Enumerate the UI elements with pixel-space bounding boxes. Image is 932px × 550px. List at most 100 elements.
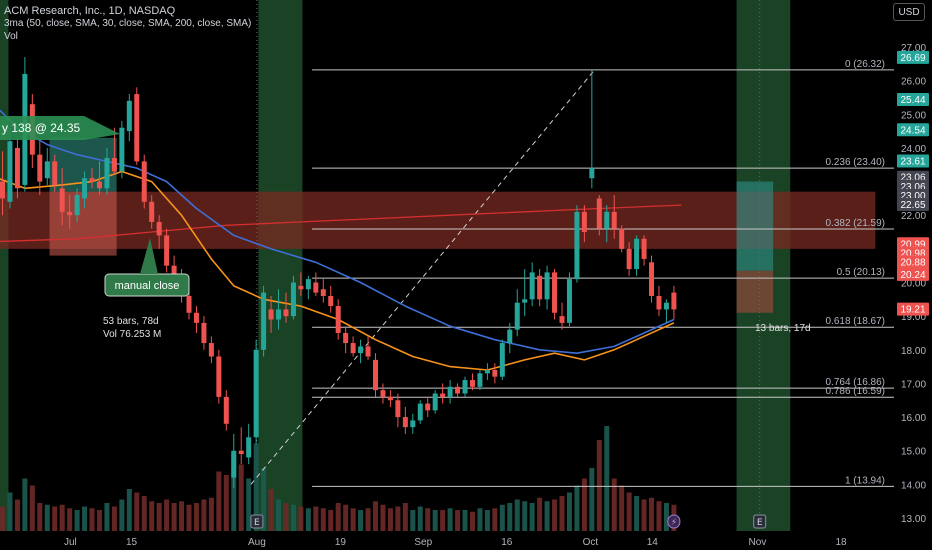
candle xyxy=(111,127,117,175)
candle xyxy=(514,289,520,337)
price-tick-label: 22.00 xyxy=(901,211,926,222)
price-label-text: 26.69 xyxy=(900,53,925,64)
chart-title: ACM Research, Inc., 1D, NASDAQ xyxy=(4,5,176,17)
volume-bar xyxy=(395,506,401,531)
volume-bar xyxy=(417,506,423,531)
time-tick-label: 15 xyxy=(126,537,138,548)
volume-bar xyxy=(156,503,162,531)
price-tick-label: 25.00 xyxy=(901,110,926,121)
candle xyxy=(82,171,88,209)
volume-bar xyxy=(7,492,13,531)
candle-body xyxy=(343,332,349,344)
volume-bar xyxy=(231,454,237,531)
candle-body xyxy=(373,359,378,391)
candle xyxy=(320,279,326,303)
fib-level-label: 0.382 (21.59) xyxy=(826,218,886,229)
price-label-box xyxy=(897,123,929,137)
candle xyxy=(156,215,162,249)
candle-body xyxy=(634,238,640,270)
candle-body xyxy=(111,158,117,172)
candle-body xyxy=(223,396,229,424)
candle xyxy=(96,161,102,196)
volume-bar xyxy=(52,506,58,531)
price-tick-label: 19.00 xyxy=(901,312,926,323)
volume-bar xyxy=(89,508,95,531)
volume-bar xyxy=(537,497,543,531)
candle-body xyxy=(529,272,535,300)
volume-bar xyxy=(477,508,483,531)
candle-body xyxy=(276,309,282,320)
candle-body xyxy=(619,228,625,249)
price-tick-label: 20.00 xyxy=(901,279,926,290)
candle xyxy=(290,275,296,320)
volume-bar xyxy=(141,496,147,531)
candle xyxy=(59,168,65,226)
candle xyxy=(395,393,401,428)
ma200-line xyxy=(0,204,682,243)
trade-label-pointer xyxy=(84,116,120,140)
volume-bar xyxy=(164,499,170,531)
indicator-legend-ma[interactable]: 3ma (50, close, SMA, 30, close, SMA, 200… xyxy=(4,18,252,29)
candle xyxy=(0,151,5,216)
indicator-legend-vol[interactable]: Vol xyxy=(4,31,18,42)
volume-bar xyxy=(499,504,505,531)
candle xyxy=(604,205,610,243)
candle xyxy=(440,383,446,404)
volume-bar xyxy=(96,510,102,531)
candle xyxy=(216,349,222,404)
candle-body xyxy=(149,201,155,222)
volume-bar xyxy=(402,503,408,531)
volume-bar xyxy=(22,478,28,531)
candle xyxy=(276,289,282,330)
time-tick-label: Oct xyxy=(583,537,599,548)
candle-body xyxy=(74,195,80,216)
candle xyxy=(141,154,147,209)
volume-bar xyxy=(626,492,632,531)
price-label-text: 19.21 xyxy=(900,305,925,316)
candle xyxy=(365,336,371,360)
volume-bar xyxy=(246,478,252,531)
candle xyxy=(552,269,558,320)
price-label-text: 23.06 xyxy=(900,173,925,184)
candle-body xyxy=(522,299,528,303)
candle-body xyxy=(492,369,498,377)
candle xyxy=(238,427,244,465)
fib-level-label: 0.618 (18.67) xyxy=(826,316,886,327)
volume-bar xyxy=(380,504,386,531)
dividend-marker xyxy=(667,514,681,529)
candle xyxy=(37,141,43,196)
volume-range-label: Vol 76.253 M xyxy=(103,329,161,340)
fib-level-label: 0.764 (16.86) xyxy=(826,377,886,388)
candle-body xyxy=(581,211,587,233)
price-label-box xyxy=(897,255,929,269)
candle xyxy=(373,353,378,397)
candle xyxy=(268,295,274,333)
volume-bar xyxy=(492,508,498,531)
candle xyxy=(663,299,669,323)
fib-level-label: 1 (13.94) xyxy=(845,475,885,486)
currency-button[interactable]: USD xyxy=(893,3,925,21)
candle xyxy=(589,70,595,189)
candle-body xyxy=(201,322,207,344)
candle xyxy=(223,390,229,431)
candle xyxy=(596,195,602,236)
candle-body xyxy=(350,343,356,354)
price-tick-label: 16.00 xyxy=(901,413,926,424)
candle-body xyxy=(164,235,170,266)
volume-bar xyxy=(425,508,431,531)
volume-bar xyxy=(283,503,289,531)
candle-body xyxy=(402,417,408,428)
volume-bar xyxy=(119,499,125,531)
volume-bar xyxy=(552,499,558,531)
candle-body xyxy=(134,94,140,162)
volume-bar xyxy=(641,499,647,531)
candle-body xyxy=(119,127,125,172)
trade-loss-zone xyxy=(49,191,117,256)
volume-bar xyxy=(44,504,50,531)
green-zone xyxy=(0,0,9,531)
candle-body xyxy=(425,403,431,411)
candle xyxy=(462,376,468,397)
candle-body xyxy=(462,380,468,394)
candle xyxy=(671,285,677,320)
